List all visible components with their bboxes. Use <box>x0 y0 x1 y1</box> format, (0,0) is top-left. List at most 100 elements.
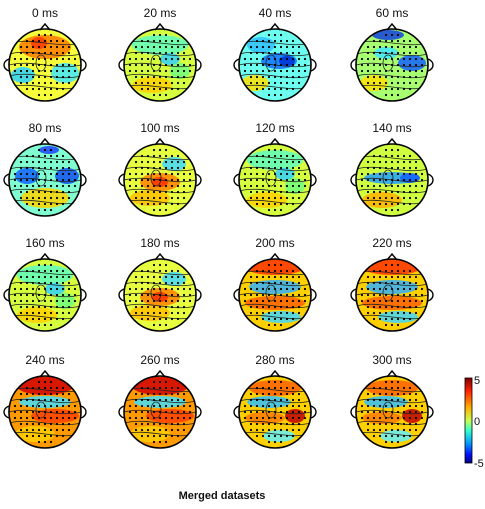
nose <box>269 137 281 146</box>
left-ear <box>350 58 357 72</box>
nose <box>269 252 281 261</box>
electrode-dots <box>360 148 424 212</box>
topomap: 220 ms <box>350 236 434 332</box>
nose <box>154 22 166 31</box>
head-outline <box>123 143 197 217</box>
nose <box>39 137 51 146</box>
right-ear <box>195 173 202 187</box>
topomap-time-label: 0 ms <box>32 6 58 20</box>
head-outline <box>238 375 312 449</box>
nose <box>39 22 51 31</box>
head-outline <box>8 375 82 449</box>
topomap-time-label: 80 ms <box>29 121 62 135</box>
right-ear <box>310 405 317 419</box>
nose <box>386 137 398 146</box>
left-ear <box>118 405 125 419</box>
nose <box>269 369 281 378</box>
right-ear <box>310 173 317 187</box>
nose <box>154 369 166 378</box>
topomap: 0 ms <box>3 6 87 102</box>
left-ear <box>118 288 125 302</box>
head-outline <box>355 375 429 449</box>
topomap: 240 ms <box>3 353 87 449</box>
head-outline <box>355 28 429 102</box>
topomap: 100 ms <box>118 121 202 217</box>
head-outline <box>238 143 312 217</box>
right-ear <box>195 405 202 419</box>
electrode-dots <box>243 263 307 327</box>
right-ear <box>427 405 434 419</box>
right-ear <box>310 58 317 72</box>
left-ear <box>350 288 357 302</box>
right-ear <box>310 288 317 302</box>
topomap-grid: 0 ms 20 ms 40 ms 60 ms 80 ms 100 ms 120 ms 140 … <box>3 6 434 449</box>
electrode-dots <box>13 380 77 444</box>
topomap-time-label: 120 ms <box>255 121 294 135</box>
left-ear <box>350 173 357 187</box>
topomap-time-label: 180 ms <box>140 236 179 250</box>
left-ear <box>118 58 125 72</box>
topomap-time-label: 220 ms <box>372 236 411 250</box>
topomap-time-label: 140 ms <box>372 121 411 135</box>
topomap-time-label: 60 ms <box>376 6 409 20</box>
topomap: 160 ms <box>3 236 87 332</box>
electrode-dots <box>360 33 424 97</box>
left-ear <box>233 173 240 187</box>
topomap: 120 ms <box>233 121 317 217</box>
right-ear <box>80 173 87 187</box>
topomap-time-label: 40 ms <box>259 6 292 20</box>
left-ear <box>118 173 125 187</box>
left-ear <box>233 405 240 419</box>
nose <box>39 252 51 261</box>
left-ear <box>3 173 10 187</box>
right-ear <box>195 288 202 302</box>
nose <box>386 252 398 261</box>
head-outline <box>8 258 82 332</box>
topomap-time-label: 300 ms <box>372 353 411 367</box>
nose <box>386 369 398 378</box>
electrode-dots <box>13 33 77 97</box>
electrode-dots <box>128 263 192 327</box>
topomap-time-label: 200 ms <box>255 236 294 250</box>
figure-title: Merged datasets <box>179 490 266 502</box>
topomap-time-label: 280 ms <box>255 353 294 367</box>
head-outline <box>123 28 197 102</box>
colorbar-gradient <box>464 377 473 464</box>
right-ear <box>80 288 87 302</box>
left-ear <box>233 288 240 302</box>
topomap: 300 ms <box>350 353 434 449</box>
nose <box>386 22 398 31</box>
topomap: 40 ms <box>233 6 317 102</box>
left-ear <box>350 405 357 419</box>
head-outline <box>238 258 312 332</box>
colorbar-tick-min: -5 <box>474 458 484 470</box>
electrode-dots <box>360 380 424 444</box>
head-outline <box>238 28 312 102</box>
head-outline <box>123 375 197 449</box>
topomap-time-label: 20 ms <box>144 6 177 20</box>
nose <box>39 369 51 378</box>
left-ear <box>233 58 240 72</box>
electrode-dots <box>360 263 424 327</box>
topomap: 20 ms <box>118 6 202 102</box>
right-ear <box>427 173 434 187</box>
left-ear <box>3 58 10 72</box>
topomap-time-label: 240 ms <box>25 353 64 367</box>
electrode-dots <box>128 33 192 97</box>
topomap: 60 ms <box>350 6 434 102</box>
head-outline <box>355 143 429 217</box>
topomap-time-label: 160 ms <box>25 236 64 250</box>
right-ear <box>427 58 434 72</box>
head-outline <box>355 258 429 332</box>
right-ear <box>80 405 87 419</box>
left-ear <box>3 405 10 419</box>
electrode-dots <box>243 380 307 444</box>
topomap-time-label: 100 ms <box>140 121 179 135</box>
topomap: 260 ms <box>118 353 202 449</box>
electrode-dots <box>13 263 77 327</box>
left-ear <box>3 288 10 302</box>
head-outline <box>123 258 197 332</box>
topomap: 140 ms <box>350 121 434 217</box>
topomap: 200 ms <box>233 236 317 332</box>
